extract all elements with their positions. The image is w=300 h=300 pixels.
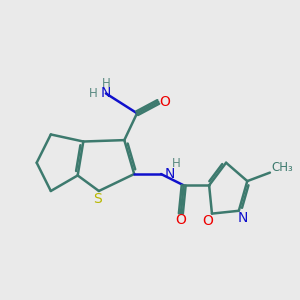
Text: H: H bbox=[102, 77, 111, 90]
Text: N: N bbox=[238, 211, 248, 225]
Text: H: H bbox=[172, 157, 181, 170]
Text: N: N bbox=[101, 86, 111, 100]
Text: S: S bbox=[93, 193, 102, 206]
Text: N: N bbox=[164, 167, 175, 181]
Text: O: O bbox=[175, 213, 186, 227]
Text: O: O bbox=[159, 95, 170, 109]
Text: O: O bbox=[202, 214, 213, 228]
Text: H: H bbox=[89, 87, 98, 100]
Text: CH₃: CH₃ bbox=[271, 161, 293, 174]
